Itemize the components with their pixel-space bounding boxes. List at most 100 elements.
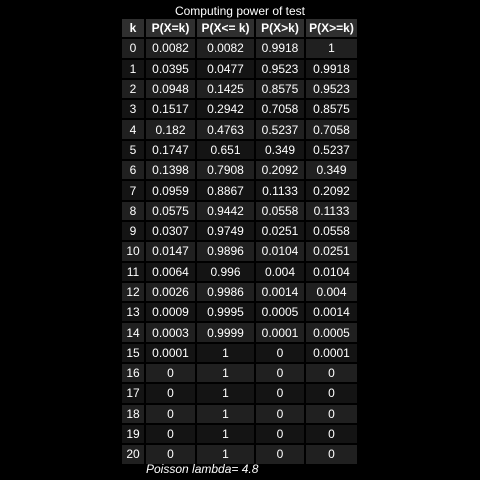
cell-k: 6 <box>122 161 144 180</box>
cell-p-ge: 0.5237 <box>306 140 357 160</box>
cell-p-eq: 0.0009 <box>146 303 195 322</box>
cell-p-ge: 0.0251 <box>306 242 357 261</box>
cell-p-le: 0.2942 <box>197 100 254 119</box>
table-row: 2 0.0948 0.1425 0.8575 0.9523 <box>122 79 357 99</box>
cell-p-le: 1 <box>197 445 254 464</box>
cell-p-le: 1 <box>197 404 254 423</box>
cell-p-ge: 1 <box>306 39 357 58</box>
cell-p-le: 0.4763 <box>197 120 254 139</box>
cell-k: 4 <box>122 120 144 139</box>
cell-p-eq: 0.0003 <box>146 323 195 342</box>
cell-k: 13 <box>122 303 144 322</box>
cell-p-ge: 0.1133 <box>306 201 357 220</box>
header-p-ge: P(X>=k) <box>306 19 357 38</box>
cell-p-le: 0.9896 <box>197 242 254 261</box>
cell-p-eq: 0 <box>146 364 195 383</box>
table-row: 8 0.0575 0.9442 0.0558 0.1133 <box>122 201 357 220</box>
cell-p-le: 0.9749 <box>197 221 254 241</box>
cell-p-gt: 0 <box>256 445 304 464</box>
cell-p-eq: 0.0082 <box>146 39 195 58</box>
cell-p-le: 0.8867 <box>197 181 254 200</box>
table-row: 9 0.0307 0.9749 0.0251 0.0558 <box>122 221 357 241</box>
footnote: Poisson lambda= 4.8 <box>146 462 259 476</box>
cell-p-ge: 0.0005 <box>306 323 357 342</box>
table-row: 5 0.1747 0.651 0.349 0.5237 <box>122 140 357 160</box>
probability-table: k P(X=k) P(X<= k) P(X>k) P(X>=k) 0 0.0082… <box>120 17 359 466</box>
cell-p-gt: 0 <box>256 343 304 363</box>
cell-p-le: 0.7908 <box>197 161 254 180</box>
cell-p-gt: 0.0558 <box>256 201 304 220</box>
cell-k: 1 <box>122 59 144 78</box>
cell-p-eq: 0 <box>146 445 195 464</box>
cell-p-eq: 0.0026 <box>146 282 195 302</box>
cell-p-ge: 0.004 <box>306 282 357 302</box>
cell-p-eq: 0 <box>146 404 195 423</box>
cell-p-gt: 0 <box>256 424 304 444</box>
cell-p-le: 1 <box>197 424 254 444</box>
cell-k: 19 <box>122 424 144 444</box>
cell-p-gt: 0.2092 <box>256 161 304 180</box>
cell-k: 15 <box>122 343 144 363</box>
cell-p-ge: 0.9918 <box>306 59 357 78</box>
cell-p-gt: 0.5237 <box>256 120 304 139</box>
cell-p-eq: 0 <box>146 424 195 444</box>
table-body: 0 0.0082 0.0082 0.9918 1 1 0.0395 0.0477 0.9523 0… <box>122 39 357 464</box>
cell-p-ge: 0 <box>306 424 357 444</box>
table-row: 3 0.1517 0.2942 0.7058 0.8575 <box>122 100 357 119</box>
chart-title: Computing power of test <box>174 4 306 18</box>
cell-p-ge: 0 <box>306 445 357 464</box>
cell-p-eq: 0.0307 <box>146 221 195 241</box>
table-row: 10 0.0147 0.9896 0.0104 0.0251 <box>122 242 357 261</box>
table-row: 15 0.0001 1 0 0.0001 <box>122 343 357 363</box>
cell-p-le: 0.0082 <box>197 39 254 58</box>
cell-k: 8 <box>122 201 144 220</box>
cell-k: 12 <box>122 282 144 302</box>
cell-p-eq: 0 <box>146 384 195 403</box>
cell-p-ge: 0.9523 <box>306 79 357 99</box>
table-row: 13 0.0009 0.9995 0.0005 0.0014 <box>122 303 357 322</box>
cell-p-le: 0.1425 <box>197 79 254 99</box>
cell-p-ge: 0.8575 <box>306 100 357 119</box>
cell-k: 3 <box>122 100 144 119</box>
header-k: k <box>122 19 144 38</box>
cell-p-gt: 0.9523 <box>256 59 304 78</box>
header-p-le: P(X<= k) <box>197 19 254 38</box>
cell-p-le: 1 <box>197 343 254 363</box>
cell-p-gt: 0.349 <box>256 140 304 160</box>
cell-p-ge: 0.0558 <box>306 221 357 241</box>
cell-k: 2 <box>122 79 144 99</box>
cell-k: 7 <box>122 181 144 200</box>
cell-p-le: 1 <box>197 384 254 403</box>
cell-p-ge: 0.0014 <box>306 303 357 322</box>
cell-p-ge: 0.0001 <box>306 343 357 363</box>
cell-p-gt: 0 <box>256 384 304 403</box>
cell-p-eq: 0.1747 <box>146 140 195 160</box>
table-row: 19 0 1 0 0 <box>122 424 357 444</box>
cell-p-gt: 0.0251 <box>256 221 304 241</box>
cell-p-le: 0.9986 <box>197 282 254 302</box>
cell-k: 10 <box>122 242 144 261</box>
cell-p-gt: 0.7058 <box>256 100 304 119</box>
table-row: 17 0 1 0 0 <box>122 384 357 403</box>
cell-p-eq: 0.182 <box>146 120 195 139</box>
cell-p-ge: 0.7058 <box>306 120 357 139</box>
table-row: 20 0 1 0 0 <box>122 445 357 464</box>
table-row: 16 0 1 0 0 <box>122 364 357 383</box>
cell-p-gt: 0.0014 <box>256 282 304 302</box>
cell-p-eq: 0.0064 <box>146 262 195 281</box>
cell-p-le: 1 <box>197 364 254 383</box>
cell-p-eq: 0.1398 <box>146 161 195 180</box>
cell-k: 16 <box>122 364 144 383</box>
cell-p-le: 0.651 <box>197 140 254 160</box>
cell-k: 9 <box>122 221 144 241</box>
table-row: 1 0.0395 0.0477 0.9523 0.9918 <box>122 59 357 78</box>
table-row: 7 0.0959 0.8867 0.1133 0.2092 <box>122 181 357 200</box>
cell-p-gt: 0 <box>256 364 304 383</box>
cell-p-gt: 0.0001 <box>256 323 304 342</box>
cell-k: 20 <box>122 445 144 464</box>
cell-k: 0 <box>122 39 144 58</box>
table-header-row: k P(X=k) P(X<= k) P(X>k) P(X>=k) <box>122 19 357 38</box>
cell-p-gt: 0.1133 <box>256 181 304 200</box>
cell-p-eq: 0.0001 <box>146 343 195 363</box>
cell-p-ge: 0 <box>306 384 357 403</box>
